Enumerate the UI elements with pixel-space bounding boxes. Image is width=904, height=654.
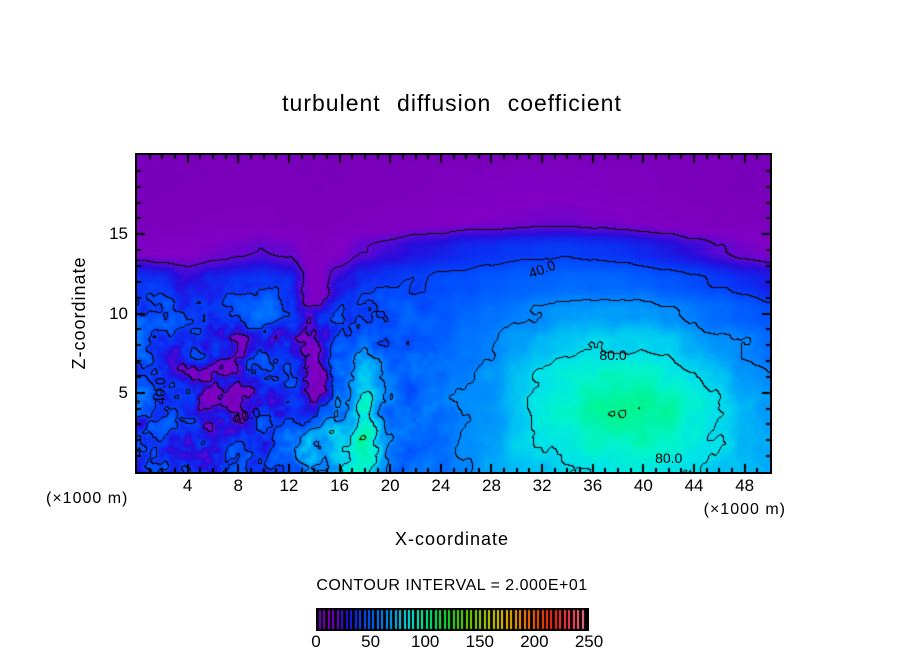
plot-area: 40.0 40.0 40.0 80.0 80.0: [135, 153, 772, 474]
x-tick-label: 48: [735, 476, 755, 495]
x-tick-label: 24: [431, 476, 451, 495]
x-tick-label: 12: [279, 476, 299, 495]
x-tick-label: 36: [583, 476, 603, 495]
colorbar: [316, 608, 589, 631]
x-tick-label: 40: [633, 476, 653, 495]
colorbar-tick-label: 100: [411, 632, 440, 651]
colorbar-tick-label: 0: [311, 632, 321, 651]
x-tick-label: 4: [182, 476, 193, 495]
colorbar-tick-label: 150: [465, 632, 494, 651]
x-tick-label: 20: [380, 476, 400, 495]
contour-label: 80.0: [655, 449, 683, 466]
plot-title: turbulent diffusion coefficient: [282, 90, 622, 116]
contour-label: 40.0: [151, 377, 168, 405]
x-tick-label: 28: [482, 476, 501, 495]
colorbar-tick-label: 250: [574, 632, 604, 651]
contour-plot-canvas: [137, 155, 770, 472]
x-axis-unit: (×1000 m): [703, 501, 786, 518]
x-tick-label: 16: [330, 476, 350, 495]
x-tick-label: 44: [684, 476, 704, 495]
z-axis-unit: (×1000 m): [46, 490, 129, 507]
contour-label: 80.0: [599, 346, 627, 363]
y-tick-label: 10: [109, 303, 128, 323]
colorbar-tick-label: 200: [520, 632, 549, 651]
colorbar-canvas: [316, 608, 589, 631]
y-tick-label: 5: [118, 382, 128, 402]
x-tick-label: 8: [233, 476, 243, 495]
colorbar-tick-label: 50: [361, 632, 381, 651]
x-tick-label: 32: [532, 476, 552, 495]
y-tick-label: 15: [109, 224, 128, 244]
x-axis-title: X-coordinate: [394, 529, 510, 549]
contour-interval-note: CONTOUR INTERVAL = 2.000E+01: [316, 577, 588, 594]
